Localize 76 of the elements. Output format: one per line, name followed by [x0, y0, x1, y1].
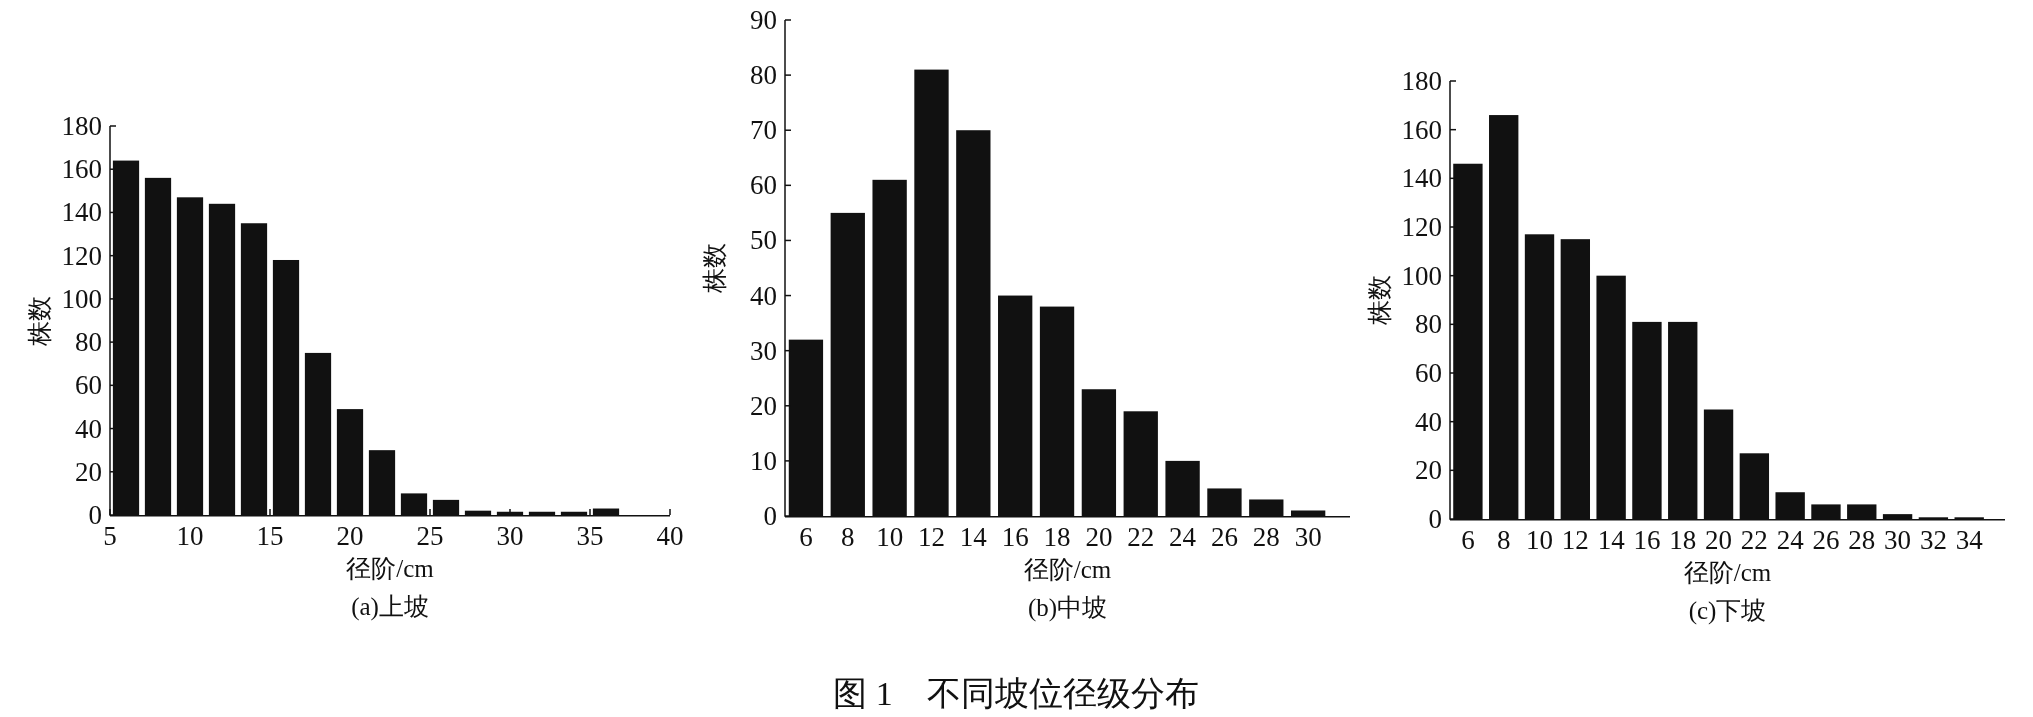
x-axis-title: 径阶/cm [346, 555, 435, 582]
text: (b)中坡 [1027, 594, 1108, 622]
x-tick-label: 35 [576, 521, 604, 551]
x-tick-label: 12 [1561, 525, 1589, 555]
y-tick-label: 20 [750, 390, 777, 421]
y-tick-label: 160 [1401, 114, 1442, 145]
x-tick-label: 12 [917, 522, 945, 552]
x-tick-label: 32 [1919, 525, 1947, 555]
y-tick-label: 0 [763, 501, 777, 531]
y-axis-title: 株数 [701, 243, 728, 294]
x-tick-label: 40 [656, 521, 684, 551]
x-tick-label: 16 [1633, 525, 1661, 555]
x-tick-label: 14 [1597, 525, 1626, 555]
y-tick-label: 120 [1401, 212, 1442, 242]
y-tick-label: 60 [1415, 358, 1442, 388]
y-tick-label: 60 [750, 170, 777, 201]
y-tick-label: 160 [61, 154, 102, 185]
text: (a)上坡 [351, 593, 429, 621]
x-tick-label: 28 [1252, 522, 1280, 552]
x-tick-label: 6 [1461, 525, 1475, 555]
y-tick-label: 140 [1401, 163, 1442, 194]
x-tick-label: 30 [496, 521, 524, 551]
y-tick-label: 120 [61, 240, 102, 271]
x-tick-label: 10 [176, 521, 204, 551]
x-tick-label: 18 [1043, 522, 1071, 552]
y-tick-label: 0 [88, 500, 102, 530]
x-tick-label: 26 [1812, 525, 1840, 555]
x-tick-label: 16 [1001, 522, 1029, 552]
x-tick-label: 20 [1705, 525, 1733, 555]
y-axis-title: 株数 [1366, 275, 1393, 326]
x-axis-title: 径阶/cm [1683, 559, 1772, 586]
text: (c)下坡 [1688, 597, 1767, 625]
y-tick-label: 180 [61, 111, 102, 141]
x-tick-label: 22 [1127, 522, 1155, 552]
y-tick-label: 20 [1415, 455, 1442, 486]
x-tick-label: 14 [959, 522, 988, 552]
x-tick-label: 5 [103, 521, 117, 551]
y-tick-label: 40 [1415, 406, 1442, 437]
y-tick-label: 100 [61, 283, 102, 314]
x-tick-label: 10 [876, 522, 904, 552]
x-tick-label: 30 [1294, 522, 1322, 552]
x-tick-label: 20 [336, 521, 364, 551]
y-tick-label: 180 [1401, 66, 1442, 96]
y-tick-label: 70 [750, 115, 777, 146]
x-tick-label: 26 [1210, 522, 1238, 552]
y-tick-label: 50 [750, 225, 777, 256]
x-tick-label: 8 [841, 522, 855, 552]
y-tick-label: 10 [750, 445, 777, 476]
x-tick-label: 8 [1496, 525, 1511, 555]
x-tick-label: 34 [1955, 525, 1984, 555]
x-tick-label: 20 [1085, 522, 1113, 552]
x-tick-label: 24 [1169, 522, 1197, 552]
x-tick-label: 18 [1669, 525, 1697, 555]
y-tick-label: 0 [1428, 504, 1442, 534]
x-tick-label: 15 [256, 521, 284, 551]
y-tick-label: 40 [750, 280, 777, 311]
x-tick-label: 6 [799, 522, 813, 552]
y-tick-label: 30 [750, 335, 777, 366]
y-tick-label: 60 [75, 370, 102, 401]
x-tick-label: 28 [1848, 525, 1876, 555]
y-tick-label: 20 [75, 456, 102, 487]
y-tick-label: 80 [75, 327, 102, 358]
x-tick-label: 25 [416, 521, 444, 551]
y-axis-title: 株数 [26, 295, 53, 347]
y-tick-label: 140 [61, 197, 102, 228]
x-tick-label: 10 [1526, 525, 1554, 555]
x-tick-label: 30 [1884, 525, 1912, 555]
y-tick-label: 90 [750, 5, 777, 35]
y-tick-label: 80 [750, 60, 777, 91]
x-tick-label: 24 [1776, 525, 1805, 555]
x-axis-title: 径阶/cm [1023, 556, 1112, 583]
x-tick-label: 22 [1740, 525, 1768, 555]
caption: 图 1 不同坡位径级分布 [833, 675, 1199, 712]
y-tick-label: 80 [1415, 309, 1442, 340]
y-tick-label: 40 [75, 413, 102, 444]
y-tick-label: 100 [1401, 260, 1442, 291]
